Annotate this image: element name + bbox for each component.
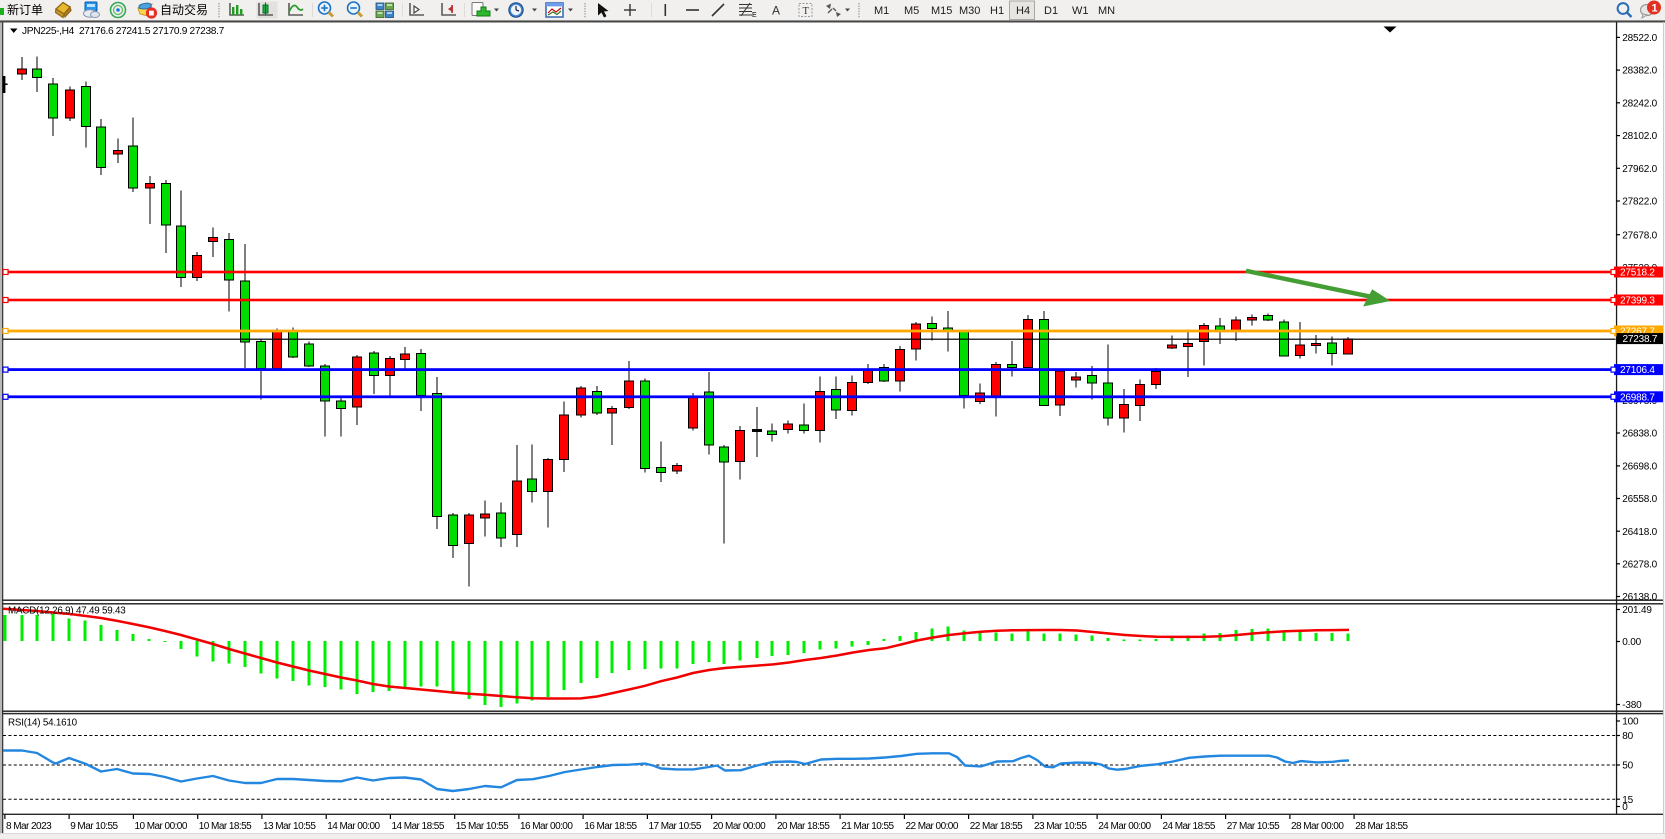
svg-text:27678.0: 27678.0 — [1622, 230, 1657, 241]
svg-text:M30: M30 — [959, 5, 980, 17]
svg-text:M5: M5 — [904, 5, 919, 17]
svg-text:28102.0: 28102.0 — [1622, 131, 1657, 142]
svg-text:15: 15 — [1622, 795, 1633, 806]
svg-text:10 Mar 18:55: 10 Mar 18:55 — [199, 821, 252, 832]
svg-text:M1: M1 — [874, 5, 889, 17]
svg-text:28 Mar 00:00: 28 Mar 00:00 — [1291, 821, 1344, 832]
svg-text:80: 80 — [1622, 731, 1633, 742]
svg-text:27 Mar 10:55: 27 Mar 10:55 — [1227, 821, 1280, 832]
svg-text:100: 100 — [1622, 717, 1639, 728]
svg-text:1: 1 — [1652, 3, 1658, 15]
svg-text:26418.0: 26418.0 — [1622, 527, 1657, 538]
svg-text:28522.0: 28522.0 — [1622, 33, 1657, 44]
svg-text:28382.0: 28382.0 — [1622, 66, 1657, 77]
svg-text:26698.0: 26698.0 — [1622, 462, 1657, 473]
svg-text:50: 50 — [1622, 761, 1633, 772]
svg-text:H4: H4 — [1016, 5, 1030, 17]
svg-text:8 Mar 2023: 8 Mar 2023 — [6, 821, 52, 832]
svg-text:H1: H1 — [990, 5, 1004, 17]
svg-text:20 Mar 00:00: 20 Mar 00:00 — [713, 821, 766, 832]
svg-text:A: A — [772, 4, 780, 18]
svg-text:27267.7: 27267.7 — [1620, 327, 1655, 338]
svg-text:26138.0: 26138.0 — [1622, 592, 1657, 603]
svg-text:27399.3: 27399.3 — [1620, 296, 1655, 307]
svg-text:17 Mar 10:55: 17 Mar 10:55 — [649, 821, 702, 832]
svg-text:28242.0: 28242.0 — [1622, 98, 1657, 109]
svg-text:-380: -380 — [1622, 700, 1642, 711]
svg-text:21 Mar 10:55: 21 Mar 10:55 — [841, 821, 894, 832]
svg-text:新订单: 新订单 — [7, 2, 43, 17]
svg-text:28 Mar 18:55: 28 Mar 18:55 — [1355, 821, 1408, 832]
svg-text:W1: W1 — [1072, 5, 1089, 17]
svg-text:D1: D1 — [1044, 5, 1058, 17]
svg-text:26278.0: 26278.0 — [1622, 559, 1657, 570]
svg-text:自动交易: 自动交易 — [160, 2, 208, 17]
svg-text:26558.0: 26558.0 — [1622, 494, 1657, 505]
svg-text:24 Mar 00:00: 24 Mar 00:00 — [1098, 821, 1151, 832]
svg-text:JPN225-,H4 27176.6 27241.5 27: JPN225-,H4 27176.6 27241.5 27170.9 27238… — [22, 26, 225, 37]
svg-text:MACD(12,26,9) 47.49 59.43: MACD(12,26,9) 47.49 59.43 — [8, 606, 126, 617]
svg-text:RSI(14) 54.1610: RSI(14) 54.1610 — [8, 718, 78, 729]
svg-text:22 Mar 18:55: 22 Mar 18:55 — [970, 821, 1023, 832]
svg-text:27962.0: 27962.0 — [1622, 164, 1657, 175]
svg-text:14 Mar 00:00: 14 Mar 00:00 — [327, 821, 380, 832]
svg-text:27106.4: 27106.4 — [1620, 365, 1655, 376]
svg-text:9 Mar 10:55: 9 Mar 10:55 — [70, 821, 118, 832]
svg-text:MN: MN — [1098, 5, 1115, 17]
svg-text:27238.7: 27238.7 — [1623, 334, 1658, 345]
svg-text:20 Mar 18:55: 20 Mar 18:55 — [777, 821, 830, 832]
svg-text:201.49: 201.49 — [1622, 605, 1652, 616]
svg-text:15 Mar 10:55: 15 Mar 10:55 — [456, 821, 509, 832]
svg-text:0.00: 0.00 — [1622, 637, 1641, 648]
svg-text:27822.0: 27822.0 — [1622, 197, 1657, 208]
svg-text:27518.2: 27518.2 — [1620, 268, 1655, 279]
svg-text:24 Mar 18:55: 24 Mar 18:55 — [1163, 821, 1216, 832]
svg-text:13 Mar 10:55: 13 Mar 10:55 — [263, 821, 316, 832]
svg-text:14 Mar 18:55: 14 Mar 18:55 — [392, 821, 445, 832]
svg-text:16 Mar 18:55: 16 Mar 18:55 — [584, 821, 637, 832]
svg-text:26838.0: 26838.0 — [1622, 429, 1657, 440]
svg-text:M15: M15 — [931, 5, 952, 17]
svg-text:22 Mar 00:00: 22 Mar 00:00 — [906, 821, 959, 832]
svg-text:26988.7: 26988.7 — [1620, 392, 1655, 403]
svg-text:0: 0 — [1622, 802, 1628, 813]
svg-text:T: T — [803, 6, 810, 17]
svg-text:16 Mar 00:00: 16 Mar 00:00 — [520, 821, 573, 832]
svg-text:23 Mar 10:55: 23 Mar 10:55 — [1034, 821, 1087, 832]
svg-text:10 Mar 00:00: 10 Mar 00:00 — [135, 821, 188, 832]
svg-text:E: E — [752, 12, 757, 19]
